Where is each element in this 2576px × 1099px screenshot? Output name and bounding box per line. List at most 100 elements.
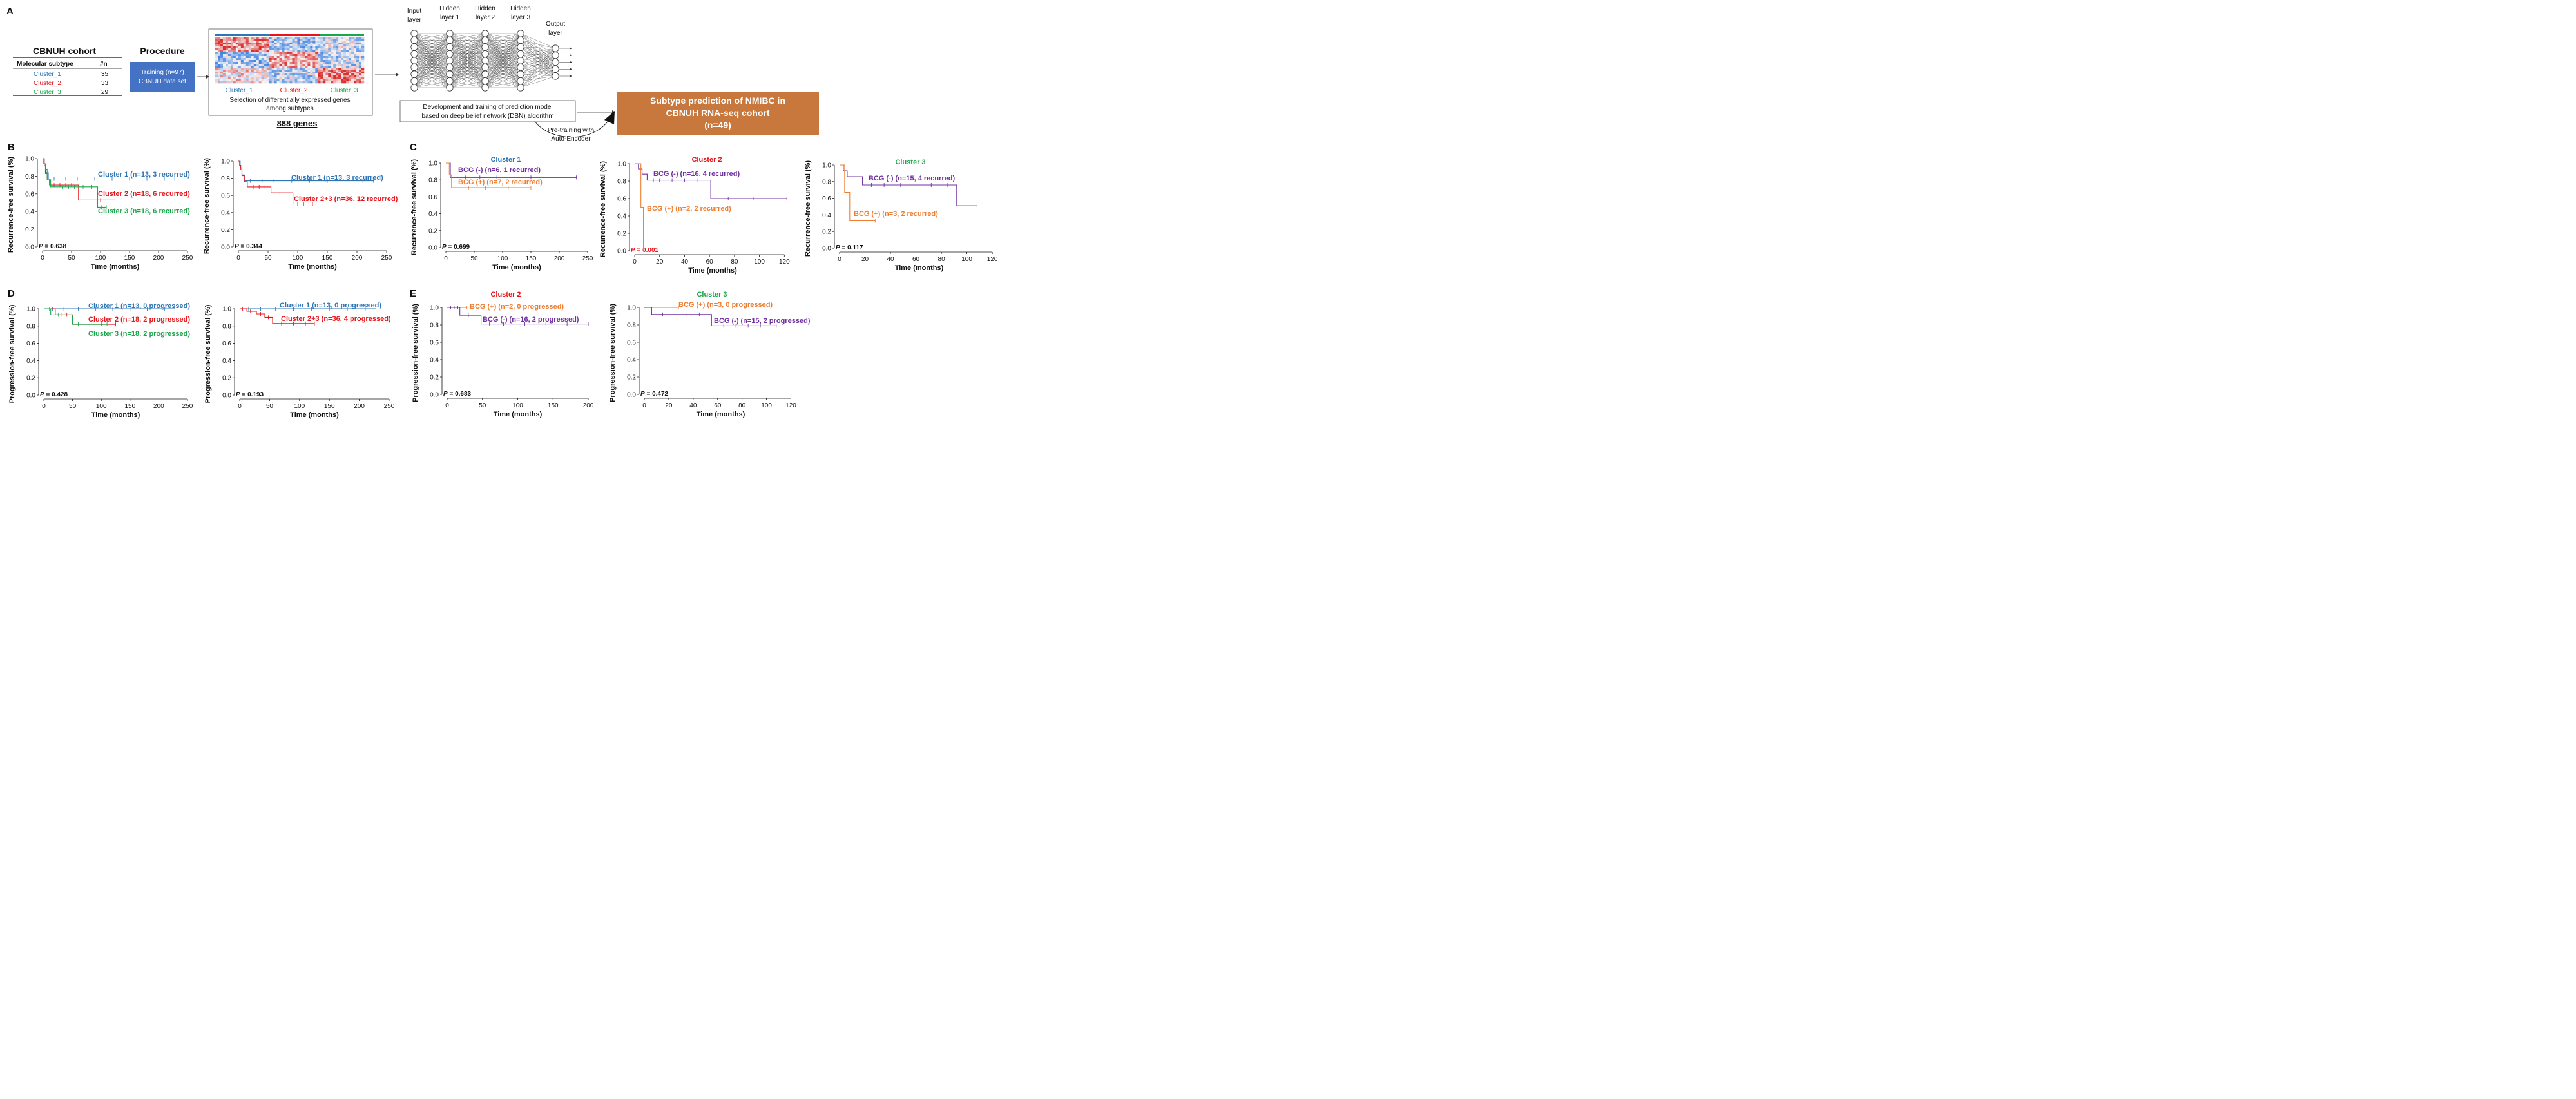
y-tick-label: 0.4 [822, 212, 831, 219]
y-tick-label: 0.4 [222, 358, 231, 365]
procedure-title: Procedure [140, 46, 184, 56]
km-chart-b1: B 0.0 0.2 0.4 0.6 0.8 1.0 0 50 100 150 200 250 Time (… [7, 142, 193, 271]
panel-label: B [8, 142, 15, 153]
y-tick-label: 0.6 [26, 340, 35, 347]
x-tick-label: 250 [381, 255, 392, 262]
output-arrow-icon [570, 75, 572, 77]
y-tick-label: 0.2 [822, 229, 831, 236]
x-tick-label: 40 [689, 402, 697, 409]
x-tick-label: 0 [238, 403, 242, 410]
y-axis-label: Recurrence-free survival (%) [7, 157, 15, 253]
x-axis-label: Time (months) [688, 267, 737, 275]
x-tick-label: 60 [912, 256, 920, 263]
heatmap [215, 37, 365, 84]
y-tick-label: 1.0 [428, 160, 437, 168]
network-layer-label: Input [407, 8, 421, 15]
x-tick-label: 0 [838, 256, 841, 263]
x-tick-label: 200 [352, 255, 363, 262]
network-layer-label: layer [548, 30, 562, 37]
y-tick-label: 0.4 [221, 209, 230, 217]
p-value: P = 0.117 [836, 244, 863, 251]
survival-curve [238, 160, 312, 205]
y-tick-label: 0.2 [617, 231, 626, 238]
network-node [517, 84, 524, 92]
p-value: P = 0.193 [236, 391, 264, 398]
y-tick-label: 0.6 [822, 195, 831, 202]
series-label: Cluster 3 (n=18, 6 recurred) [98, 208, 190, 215]
y-tick-label: 0.2 [430, 374, 439, 382]
x-tick-label: 20 [656, 258, 664, 266]
y-tick-label: 0.8 [221, 175, 230, 182]
x-tick-label: 120 [785, 402, 796, 409]
survival-curve [840, 164, 876, 221]
x-tick-label: 200 [153, 403, 164, 410]
arrow-head-icon [396, 73, 399, 77]
heatmap-label-cluster2: Cluster_2 [280, 87, 308, 94]
x-tick-label: 120 [987, 256, 998, 263]
y-tick-label: 0.0 [430, 392, 439, 399]
chart-title: Cluster 2 [691, 156, 722, 164]
y-tick-label: 0.4 [428, 211, 437, 218]
network-node [446, 30, 454, 37]
x-tick-label: 0 [236, 255, 240, 262]
p-value: P = 0.428 [40, 391, 68, 398]
y-tick-label: 0.6 [25, 191, 34, 198]
figure: A CBNUH cohort Molecular subtype #n Clus… [6, 5, 998, 419]
km-chart-b2: 0.0 0.2 0.4 0.6 0.8 1.0 0 50 100 150 200 250 Time (m… [203, 158, 398, 271]
dbn-box-line2: based on deep belief network (DBN) algor… [421, 113, 553, 120]
network-node [410, 77, 418, 85]
x-axis-label: Time (months) [697, 411, 745, 418]
x-tick-label: 250 [384, 403, 395, 410]
y-tick-label: 1.0 [617, 161, 626, 168]
y-tick-label: 0.6 [222, 340, 231, 347]
x-axis-label: Time (months) [494, 411, 543, 418]
heatmap-label-cluster3: Cluster_3 [331, 87, 358, 94]
network-node [410, 70, 418, 78]
network-node [410, 50, 418, 58]
p-value: P = 0.699 [442, 244, 470, 251]
y-tick-label: 0.2 [222, 375, 231, 382]
y-tick-label: 0.0 [222, 393, 231, 400]
network-node [481, 50, 489, 58]
x-tick-label: 120 [779, 258, 790, 266]
network-node [410, 36, 418, 44]
series-label: Cluster 2+3 (n=36, 4 progressed) [281, 315, 391, 323]
table-header-n: #n [100, 61, 108, 68]
result-box-line2: CBNUH RNA-seq cohort [666, 108, 770, 118]
survival-curve [635, 163, 787, 199]
y-axis-label: Progression-free survival (%) [609, 304, 617, 402]
table-header-subtype: Molecular subtype [17, 61, 73, 68]
x-tick-label: 60 [706, 258, 714, 266]
x-axis-label: Time (months) [91, 263, 140, 271]
x-tick-label: 100 [512, 402, 523, 409]
network-node [446, 70, 454, 78]
pretraining-line2: Auto-Encoder [551, 135, 591, 142]
network-node [446, 43, 454, 51]
y-tick-label: 0.8 [430, 322, 439, 329]
x-tick-label: 250 [182, 255, 193, 262]
table-cell-subtype: Cluster_3 [34, 89, 61, 96]
y-tick-label: 1.0 [222, 306, 231, 313]
x-tick-label: 0 [42, 403, 46, 410]
series-label: Cluster 1 (n=13, 0 progressed) [280, 302, 381, 309]
result-box-line1: Subtype prediction of NMIBC in [650, 95, 785, 106]
x-tick-label: 40 [887, 256, 894, 263]
network-node [410, 84, 418, 92]
series-label: Cluster 3 (n=18, 2 progressed) [88, 330, 190, 338]
y-tick-label: 0.0 [822, 246, 831, 253]
x-tick-label: 50 [470, 255, 478, 262]
network-layer-label: layer 1 [440, 14, 459, 21]
network-node [481, 57, 489, 64]
p-value: P = 0.344 [235, 243, 263, 250]
output-arrow-icon [570, 47, 572, 50]
series-label: BCG (-) (n=16, 4 recurred) [653, 170, 740, 178]
y-tick-label: 0.0 [25, 244, 34, 251]
x-tick-label: 200 [554, 255, 565, 262]
pretraining-loop [534, 118, 610, 138]
x-axis-label: Time (months) [492, 264, 541, 271]
heatmap-caption-line1: Selection of differentially expressed ge… [229, 97, 350, 104]
network-node [517, 57, 524, 64]
x-tick-label: 0 [642, 402, 646, 409]
y-tick-label: 0.6 [627, 340, 636, 347]
network-layer-label: Output [546, 21, 565, 28]
